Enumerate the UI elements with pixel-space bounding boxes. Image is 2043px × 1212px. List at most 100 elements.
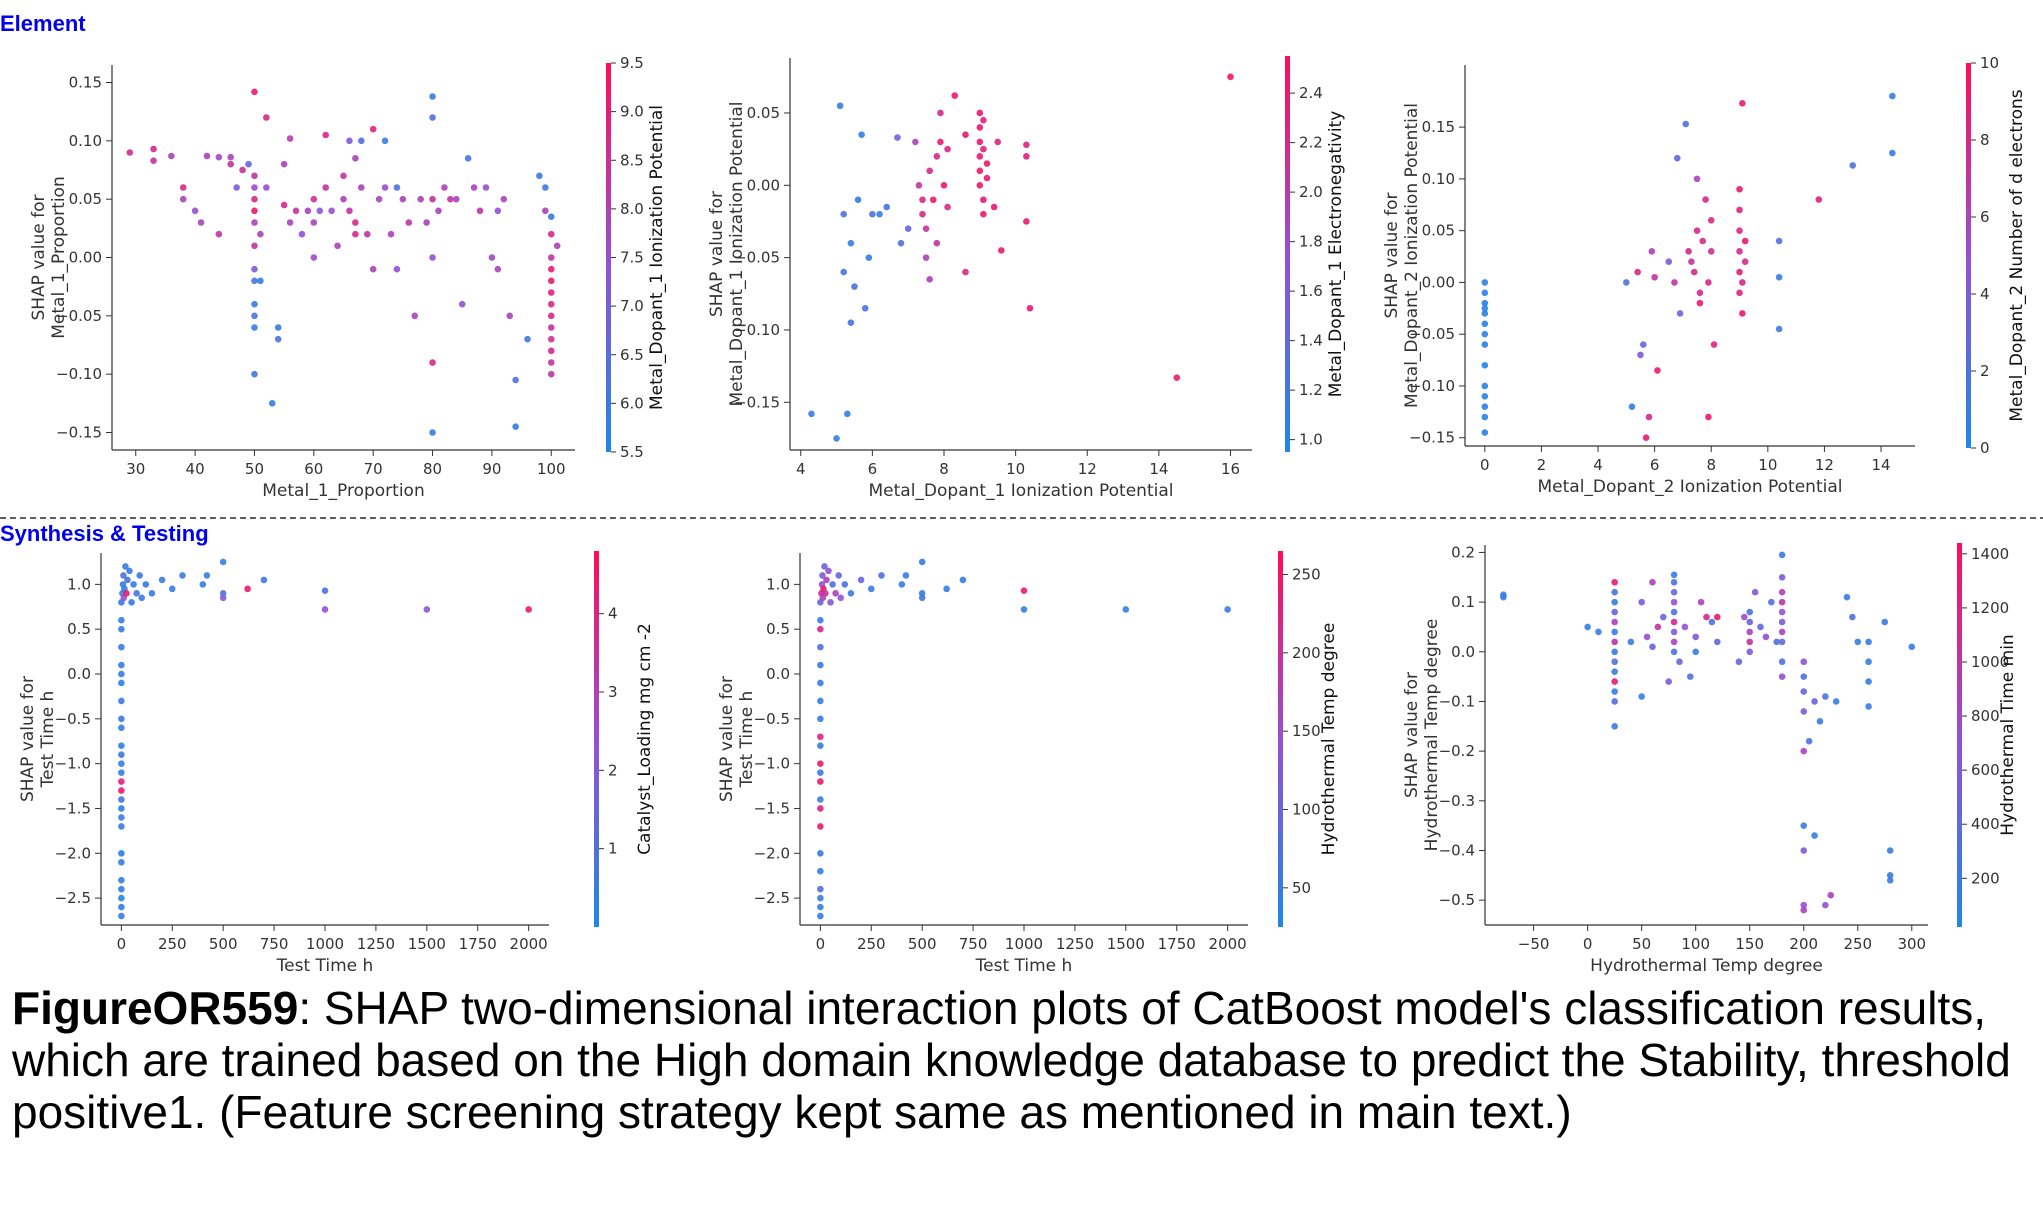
data-point [257, 277, 264, 285]
section-label-synthesis-testing: Synthesis & Testing [0, 521, 209, 546]
y-tick-label: 0.10 [1422, 170, 1455, 188]
data-point [118, 903, 125, 911]
x-tick-label: −50 [1518, 935, 1550, 953]
data-point [951, 92, 959, 99]
data-point [219, 558, 227, 566]
data-point [142, 581, 150, 588]
data-point [926, 167, 933, 175]
data-point [847, 239, 855, 247]
data-point [251, 195, 258, 203]
x-tick-label: 50 [1632, 935, 1651, 953]
data-point [1775, 237, 1783, 245]
data-point [122, 563, 129, 570]
shap-plot-6: −50 0 50 100 150 200 250 300 0.2 0.1 0.0 −0.1 −0.2 −0… [1402, 543, 2018, 976]
data-point [847, 590, 855, 597]
data-point [1671, 279, 1678, 286]
x-tick-label: 4 [796, 460, 806, 478]
data-point [894, 134, 901, 141]
x-tick-label: 16 [1221, 460, 1240, 478]
data-point [358, 184, 365, 191]
data-point [825, 567, 832, 575]
data-point [251, 242, 258, 250]
data-point [126, 149, 134, 156]
data-point [922, 254, 930, 261]
x-axis-label: Test Time h [276, 956, 374, 976]
data-point [865, 254, 873, 261]
data-point [1670, 571, 1678, 579]
data-point [233, 184, 240, 191]
x-tick-label: 14 [1149, 460, 1168, 478]
data-point [1654, 623, 1662, 631]
data-point [118, 858, 125, 866]
colorbar-tick-label: 10 [1980, 54, 1999, 72]
data-point [245, 160, 252, 168]
data-point [251, 172, 258, 180]
y-axis-label: SHAP value forTest Time h [717, 676, 757, 802]
y-tick-label: 1.0 [766, 575, 790, 593]
y-axis-label: SHAP value forMetal_1_Proportion [29, 176, 69, 338]
data-point [1778, 551, 1786, 559]
data-point [823, 576, 830, 584]
data-point [274, 335, 282, 343]
data-point [897, 239, 905, 247]
data-point [179, 572, 186, 579]
data-point [1627, 638, 1635, 646]
data-point [280, 160, 288, 168]
x-tick-label: 60 [304, 460, 323, 478]
data-point [1670, 608, 1678, 616]
data-point [1693, 227, 1701, 234]
data-point [1710, 341, 1718, 348]
colorbar-tick-label: 1200 [1971, 599, 2009, 617]
data-point [1886, 847, 1894, 854]
x-tick-label: 300 [1897, 935, 1926, 953]
data-point [944, 203, 951, 211]
data-point [1881, 618, 1889, 626]
y-tick-label: −0.5 [55, 710, 91, 728]
x-tick-label: 4 [1593, 456, 1603, 474]
data-point [274, 324, 282, 331]
y-tick-label: 0.05 [1422, 222, 1455, 240]
data-point [118, 715, 125, 723]
data-point [1584, 623, 1591, 631]
data-point [1800, 822, 1808, 829]
shap-plot-4: 0 250 500 750 1000 1250 1500 1750 2000 1.0 0.5 0.0 −… [18, 551, 655, 976]
data-point [1778, 588, 1786, 596]
data-point [429, 114, 436, 121]
data-point [929, 196, 937, 204]
y-tick-label: −0.15 [56, 424, 102, 442]
y-axis-label-line: Test Time h [737, 691, 757, 789]
colorbar-tick-label: 1.0 [1299, 431, 1323, 449]
data-point [829, 581, 836, 588]
data-point [832, 590, 839, 597]
data-point [1702, 196, 1709, 203]
data-point [118, 814, 125, 821]
x-tick-label: 500 [209, 935, 238, 953]
data-point [1832, 698, 1840, 705]
data-point [817, 625, 824, 633]
data-point [1778, 638, 1786, 646]
x-tick-label: 1000 [1005, 935, 1043, 953]
colorbar-tick-label: 2 [608, 761, 618, 779]
data-point [251, 184, 258, 191]
data-point [1649, 643, 1656, 651]
data-point [381, 184, 389, 191]
data-point [1481, 299, 1489, 307]
colorbar [594, 551, 599, 927]
data-point [940, 181, 948, 189]
plots-group: 30 40 50 60 70 80 90 1000.150.100.050.00−0.05−0… [18, 54, 2027, 976]
data-point [1481, 330, 1489, 338]
data-point [1670, 638, 1678, 646]
data-point [976, 153, 984, 160]
data-point [452, 195, 460, 203]
data-point [878, 572, 885, 579]
y-tick-label: −2.0 [754, 844, 790, 862]
data-point [994, 138, 1002, 146]
data-point [197, 219, 205, 226]
x-tick-label: 12 [1078, 460, 1097, 478]
y-tick-label: −2.5 [754, 889, 790, 907]
x-tick-label: 8 [939, 460, 949, 478]
data-point [998, 247, 1005, 254]
data-point [321, 587, 329, 594]
y-tick-label: 0.10 [69, 132, 102, 150]
data-point [417, 195, 424, 203]
